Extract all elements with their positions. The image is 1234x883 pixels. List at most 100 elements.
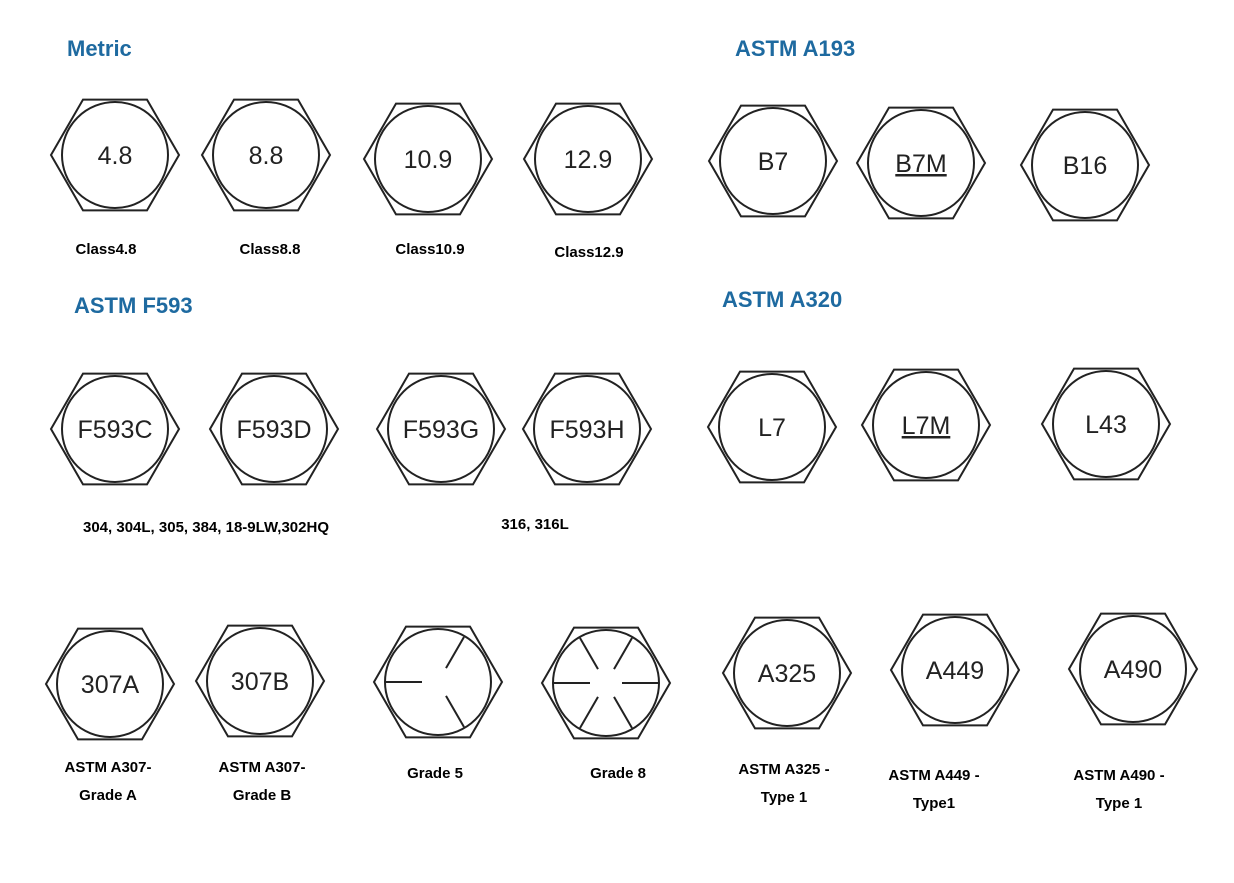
section-heading-astm-a193: ASTM A193: [735, 36, 856, 61]
hex-outline: [1067, 612, 1199, 726]
head-circle: [61, 101, 169, 209]
hex-outline: [860, 368, 992, 482]
bolt-head-b16: B16: [1019, 108, 1151, 222]
bolt-head-307b: 307B: [194, 624, 326, 738]
head-marking-label: A449: [926, 657, 984, 685]
radial-line: [613, 637, 633, 670]
caption-line: 316, 316L: [501, 516, 569, 533]
hex-outline: [1040, 367, 1172, 481]
hex-outline: [200, 98, 332, 212]
head-marking-label: F593G: [403, 416, 479, 444]
caption-line: ASTM A490 -: [1073, 767, 1165, 784]
hex-outline: [372, 625, 504, 739]
caption-a490-type-1: ASTM A490 - Type 1: [1073, 762, 1164, 818]
caption-a307-grade-b: ASTM A307- Grade B: [219, 754, 306, 810]
head-circle: [552, 629, 660, 737]
hex-outline: [49, 372, 181, 486]
hex-outline: [721, 616, 853, 730]
bolt-head-4-8: 4.8: [49, 98, 181, 212]
head-marking-label: A490: [1104, 656, 1162, 684]
caption-line: Class4.8: [75, 241, 137, 258]
caption-a325-type-1: ASTM A325 - Type 1: [738, 756, 829, 812]
bolt-head-b7: B7: [707, 104, 839, 218]
bolt-head-12-9: 12.9: [522, 102, 654, 216]
caption-line: Class10.9: [395, 241, 465, 258]
radial-line: [579, 637, 599, 670]
hex-outline: [208, 372, 340, 486]
hex-outline: [855, 106, 987, 220]
bolt-head-8-8: 8.8: [200, 98, 332, 212]
bolt-head-f593c: F593C: [49, 372, 181, 486]
head-circle: [220, 375, 328, 483]
head-circle: [206, 627, 314, 735]
bolt-head-l7m: L7M: [860, 368, 992, 482]
caption-line: ASTM A325 -: [738, 761, 830, 778]
head-circle: [1079, 615, 1187, 723]
head-circle: [387, 375, 495, 483]
caption-line: Class12.9: [554, 244, 624, 261]
bolt-head-f593d: F593D: [208, 372, 340, 486]
head-marking-label: F593D: [236, 416, 311, 444]
caption-line: ASTM A307-: [218, 759, 306, 776]
bolt-head-10-9: 10.9: [362, 102, 494, 216]
bolt-head-a449: A449: [889, 613, 1021, 727]
hex-outline: [889, 613, 1021, 727]
caption-line: 304, 304L, 305, 384, 18-9LW,302HQ: [83, 519, 329, 536]
caption-class-8-8: Class8.8: [240, 236, 301, 264]
caption-grade-5: Grade 5: [407, 760, 463, 788]
head-marking-label: B7M: [895, 150, 946, 178]
caption-line: Type 1: [1095, 795, 1143, 812]
bolt-head-a490: A490: [1067, 612, 1199, 726]
bolt-head-l43: L43: [1040, 367, 1172, 481]
bolt-head-l7: L7: [706, 370, 838, 484]
head-marking-label: 307B: [231, 668, 289, 696]
caption-f593-group-2: 316, 316L: [501, 511, 569, 539]
head-circle: [719, 107, 827, 215]
head-marking-label: 307A: [81, 671, 140, 699]
caption-line: ASTM A307-: [64, 759, 152, 776]
section-heading-astm-f593: ASTM F593: [74, 293, 193, 318]
bolt-head-307a: 307A: [44, 627, 176, 741]
head-marking-label: 4.8: [98, 142, 133, 170]
bolt-head-grade8-radial-lines: [540, 626, 672, 740]
caption-class-4-8: Class4.8: [76, 236, 137, 264]
section-heading-astm-a320: ASTM A320: [722, 287, 843, 312]
head-circle: [872, 371, 980, 479]
caption-class-12-9: Class12.9: [554, 239, 623, 267]
caption-a449-type-1: ASTM A449 - Type1: [888, 762, 979, 818]
caption-grade-8: Grade 8: [590, 760, 646, 788]
caption-a307-grade-a: ASTM A307- Grade A: [65, 754, 152, 810]
head-circle: [867, 109, 975, 217]
head-marking-label: B7: [758, 148, 789, 176]
radial-line: [445, 636, 465, 669]
radial-line: [579, 696, 599, 729]
bolt-head-a325: A325: [721, 616, 853, 730]
caption-line: Type 1: [760, 789, 808, 806]
caption-line: Grade 8: [590, 765, 646, 782]
bolt-head-f593g: F593G: [375, 372, 507, 486]
bolt-head-b7m: B7M: [855, 106, 987, 220]
head-marking-label: B16: [1063, 152, 1107, 180]
head-marking-label: F593C: [77, 416, 152, 444]
head-circle: [733, 619, 841, 727]
caption-line: Class8.8: [239, 241, 301, 258]
hex-outline: [521, 372, 653, 486]
caption-f593-group-1: 304, 304L, 305, 384, 18-9LW,302HQ: [83, 514, 329, 542]
hex-outline: [375, 372, 507, 486]
head-marking-label: 12.9: [564, 146, 613, 174]
head-circle: [1031, 111, 1139, 219]
head-marking-label: L7M: [902, 412, 951, 440]
head-circle: [56, 630, 164, 738]
section-heading-metric: Metric: [67, 36, 132, 61]
hex-outline: [49, 98, 181, 212]
head-circle: [533, 375, 641, 483]
head-circle: [1052, 370, 1160, 478]
caption-line: Grade A: [79, 787, 137, 804]
head-circle: [901, 616, 1009, 724]
hex-outline: [44, 627, 176, 741]
radial-line: [613, 696, 633, 729]
head-circle: [534, 105, 642, 213]
head-circle: [374, 105, 482, 213]
head-circle: [212, 101, 320, 209]
